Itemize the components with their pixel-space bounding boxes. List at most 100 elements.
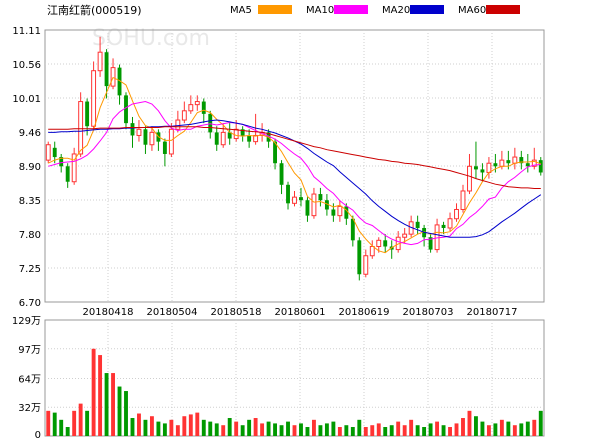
candle-body: [149, 131, 155, 146]
volume-bar: [111, 373, 115, 436]
candle-body: [65, 166, 70, 182]
volume-bar: [234, 421, 239, 436]
price-tick-label: 8.90: [19, 162, 41, 173]
candle-body: [253, 134, 259, 143]
volume-bar: [182, 416, 187, 436]
candle-body: [311, 193, 317, 217]
chart-title: 江南红箭(000519): [47, 3, 142, 17]
candle-body: [506, 160, 511, 164]
candle-body: [324, 200, 329, 210]
candle-body: [428, 237, 433, 250]
candle-body: [220, 131, 226, 146]
volume-bar: [350, 427, 355, 436]
volume-bar: [357, 419, 362, 436]
volume-bar: [227, 418, 232, 436]
candle-body: [168, 128, 174, 155]
candle-body: [383, 240, 388, 247]
price-tick-label: 10.01: [12, 94, 41, 105]
candle-body: [331, 209, 336, 216]
candle-body: [110, 67, 116, 87]
date-tick-label: 20180418: [83, 307, 134, 318]
price-tick-label: 8.35: [19, 196, 41, 207]
ma10-line: [48, 100, 541, 246]
volume-bar: [266, 421, 271, 436]
candle-body: [233, 128, 239, 140]
volume-bar: [519, 423, 524, 436]
volume-bar: [467, 410, 472, 436]
volume-bar: [448, 427, 452, 436]
candle-body: [143, 129, 148, 145]
legend-swatch-ma5: [258, 5, 292, 14]
volume-bar: [65, 427, 70, 436]
candle-body: [512, 156, 518, 164]
candle-body: [286, 184, 290, 204]
volume-bar: [363, 427, 368, 436]
candle-body: [363, 255, 369, 275]
candle-body: [519, 157, 524, 164]
volume-bar: [260, 423, 265, 436]
candle-body: [460, 190, 466, 210]
candle-body: [525, 163, 530, 167]
price-panel: 11.11 10.56 10.01 9.46 8.90 8.35 7.80 7.25 6.70 2…: [12, 26, 545, 318]
volume-bar: [273, 423, 278, 436]
volume-bar: [78, 403, 83, 436]
volume-bar: [486, 425, 491, 436]
legend: MA5 MA10 MA20 MA60: [230, 5, 520, 16]
candle-body: [52, 147, 57, 158]
volume-bar: [324, 423, 329, 436]
volume-bar: [428, 423, 433, 436]
candle-body: [486, 162, 492, 173]
volume-bar: [409, 419, 414, 436]
volume-bar: [499, 419, 504, 436]
volume-bar: [117, 386, 122, 436]
volume-bar: [188, 414, 193, 436]
volume-tick-label: 129万: [12, 316, 41, 327]
volume-bar: [195, 412, 200, 436]
legend-label-ma5: MA5: [230, 5, 252, 16]
price-tick-label: 11.11: [12, 26, 41, 37]
legend-swatch-ma60: [486, 5, 520, 14]
candle-body: [467, 165, 472, 192]
volume-bar: [376, 423, 381, 436]
candle-body: [130, 123, 135, 136]
volume-bar: [454, 423, 459, 436]
candle-body: [434, 224, 440, 251]
volume-bar: [331, 421, 336, 436]
candle-body: [240, 129, 245, 136]
candle-body: [474, 166, 478, 170]
volume-tick-label: 32万: [18, 403, 41, 414]
volume-bar: [370, 425, 375, 436]
legend-swatch-ma20: [410, 5, 444, 14]
candle-body: [188, 104, 194, 112]
volume-bar: [175, 425, 180, 436]
date-tick-label: 20180703: [403, 307, 454, 318]
volume-bar: [435, 421, 440, 436]
volume-bar: [169, 419, 174, 436]
volume-bar: [85, 410, 90, 436]
volume-bar: [422, 427, 427, 436]
volume-bar: [493, 423, 498, 436]
candle-body: [337, 205, 343, 217]
candle-body: [181, 110, 187, 121]
price-tick-label: 6.70: [19, 298, 41, 309]
volume-tick-label: 0: [35, 430, 41, 440]
volume-bar: [383, 427, 388, 436]
candle-body: [91, 70, 97, 127]
candle-body: [305, 200, 310, 216]
volume-bar: [279, 425, 284, 436]
price-tick-label: 7.25: [19, 264, 41, 275]
volume-bar: [253, 418, 258, 436]
candle-body: [292, 196, 297, 204]
candle-body: [45, 144, 51, 161]
candle-body: [493, 163, 498, 167]
volume-bar: [208, 421, 213, 436]
volume-bar: [480, 421, 485, 436]
candle-body: [454, 208, 459, 220]
candle-body: [104, 52, 109, 87]
volume-bar: [344, 425, 349, 436]
volume-bar: [201, 419, 206, 436]
volume-bar: [46, 410, 51, 436]
date-tick-label: 20180601: [275, 307, 326, 318]
volume-tick-label: 64万: [18, 374, 41, 385]
volume-bar: [247, 419, 252, 436]
